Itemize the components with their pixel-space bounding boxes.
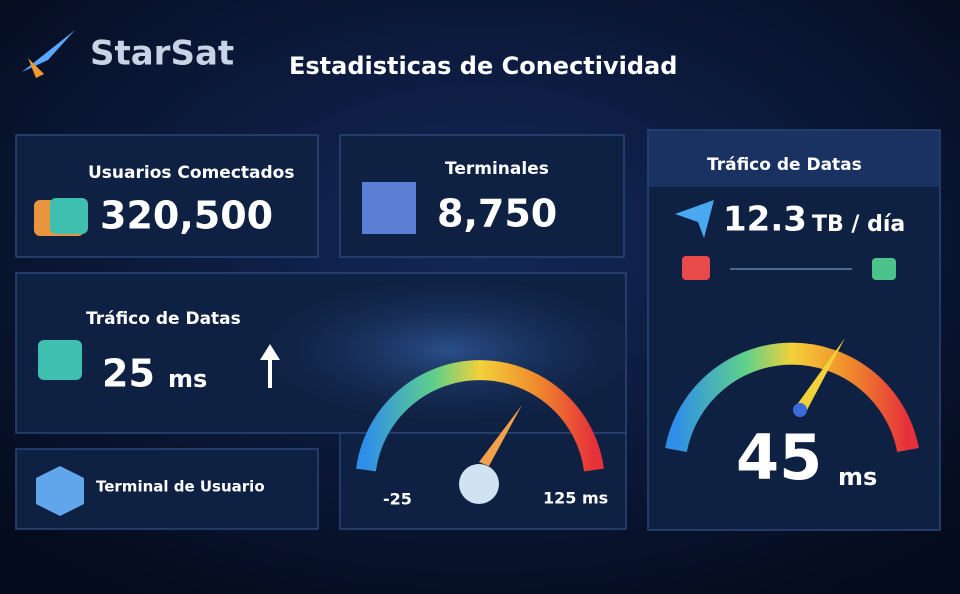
terminal-icon xyxy=(362,182,416,234)
gauge-min: -25 xyxy=(383,490,412,509)
gauge-unit: ms xyxy=(838,463,877,491)
side-panel xyxy=(647,129,941,531)
logo-flame xyxy=(28,58,44,78)
node-icon xyxy=(682,256,710,280)
gauge-arc xyxy=(356,360,604,472)
card-label: Terminal de Usuario xyxy=(96,478,265,496)
card-unit: ms xyxy=(168,365,207,393)
traffic-icon xyxy=(38,340,82,380)
card-value: 25 xyxy=(102,352,155,396)
card-label: Usuarios Comectados xyxy=(88,163,294,183)
world-map xyxy=(270,280,630,420)
gauge-needle xyxy=(796,338,845,412)
gauge-max: 125 ms xyxy=(543,489,608,508)
logo-icon xyxy=(22,30,75,72)
side-value: 12.3 xyxy=(723,200,807,240)
node-icon xyxy=(872,258,896,280)
gauge-value: 45 xyxy=(736,421,822,494)
up-arrow xyxy=(260,344,280,388)
gauge-arc xyxy=(665,342,919,453)
card xyxy=(15,134,319,258)
side-title: Tráfico de Datas xyxy=(707,155,862,175)
box-icon xyxy=(36,466,84,516)
card-label: Terminales xyxy=(445,159,549,179)
logo-text: StarSat xyxy=(90,34,234,74)
gauge-hub xyxy=(459,464,499,504)
users-icon xyxy=(50,198,88,234)
gauge-hub xyxy=(793,403,807,417)
page-title: Estadisticas de Conectividad xyxy=(289,52,677,80)
side-unit: TB / día xyxy=(812,212,905,237)
card-value: 8,750 xyxy=(437,192,557,236)
gauge-needle xyxy=(479,405,522,466)
card-label: Tráfico de Datas xyxy=(86,309,241,329)
send-icon xyxy=(675,200,714,238)
side-header xyxy=(649,131,939,187)
card-value: 320,500 xyxy=(100,194,273,238)
